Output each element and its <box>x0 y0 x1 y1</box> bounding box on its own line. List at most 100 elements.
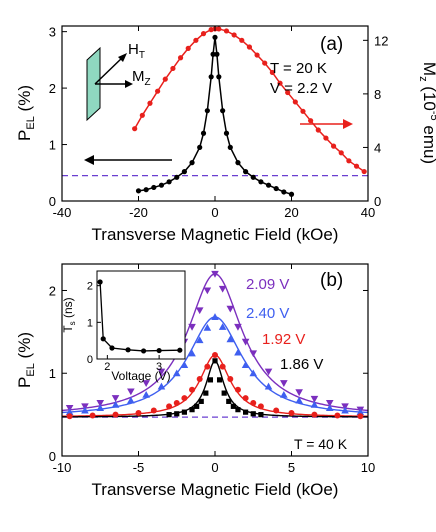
field-arrow <box>94 55 125 85</box>
panel-a-red-point <box>177 55 184 61</box>
inset-y-tick-label: 2 <box>87 281 93 293</box>
panel-a-black-point <box>208 74 214 80</box>
panel-b-point <box>234 323 242 331</box>
panel-b-point <box>226 305 235 313</box>
left-axis-arrow <box>84 155 172 165</box>
inset-line <box>97 279 183 354</box>
panel-a-left-ticks: 0 1 2 3 <box>49 25 67 209</box>
panel-a-black-point <box>265 182 272 188</box>
panel-a-red-point <box>361 168 367 175</box>
panel-a-black-point <box>235 160 241 166</box>
panel-b-x-tick-label: -10 <box>53 460 72 475</box>
legend-label-2-40v: 2.40 V <box>246 305 289 322</box>
panel-b-point <box>356 408 365 416</box>
inset-point <box>140 348 147 354</box>
panel-a-red-point <box>254 52 260 58</box>
panel-b-y-tick-label: 1 <box>49 366 56 381</box>
panel-b-point <box>172 369 181 377</box>
panel-b-point <box>218 285 227 293</box>
panel-b-point <box>273 407 280 414</box>
panel-b-point <box>219 363 226 370</box>
panel-a-x-tick-label: -20 <box>129 205 148 220</box>
inset-x-tick-label: 3 <box>156 361 162 373</box>
panel-b-point <box>127 396 135 404</box>
inset-frame <box>96 270 186 360</box>
panel-b-point <box>241 338 250 346</box>
panel-b-point <box>234 348 242 356</box>
panel-a-x-tick-label: -40 <box>53 205 72 220</box>
panel-a-red-point <box>308 118 314 124</box>
sample-schematic: HT MZ <box>86 41 151 122</box>
panel-a-right-tick-label: 12 <box>374 33 388 48</box>
panel-b-label: (b) <box>320 270 343 291</box>
panel-b-point <box>341 406 349 414</box>
panel-b-point <box>180 361 189 368</box>
panel-a-red-point <box>193 37 199 43</box>
legend-label-1-92v: 1.92 V <box>262 331 305 348</box>
panel-b-point <box>325 400 334 407</box>
panel-a-right-ticks: 0 4 8 12 <box>363 33 388 209</box>
inset-point <box>100 336 106 342</box>
panel-a-black-point <box>151 184 157 191</box>
panel-a-black-point <box>288 191 295 197</box>
panel-b-point <box>195 307 204 315</box>
panel-a-black-point <box>135 188 142 194</box>
panel-a-x-tick-label: 20 <box>284 205 298 220</box>
panel-a-black-point <box>258 179 264 185</box>
legend-label-1-86v: 1.86 V <box>280 356 323 373</box>
panel-b-point <box>250 411 256 417</box>
inset-y-tick-label: 1 <box>87 317 93 329</box>
panel-b-point <box>166 403 173 410</box>
panel-a-right-tick-label: 0 <box>374 194 381 209</box>
panel-a-black-point <box>210 51 216 57</box>
inset-xlabel: Voltage (V) <box>111 369 170 383</box>
panel-b-point <box>295 389 303 397</box>
panel-b-x-tick-label: 10 <box>361 460 375 475</box>
panel-a-ylabel-right: Mz (10-5 emu) <box>417 62 436 164</box>
panel-b-point <box>81 406 89 414</box>
panel-a-black-line <box>138 37 292 195</box>
panel-a-red-point <box>208 27 214 33</box>
panel-b-point <box>226 335 235 343</box>
panel-b-point <box>203 287 212 295</box>
panel-b-point <box>235 407 241 413</box>
panel-a-black-point <box>204 108 210 114</box>
panel-b-point <box>288 409 295 416</box>
panel-b-ylabel: PEL (%) <box>15 332 37 388</box>
panel-b-point <box>207 377 214 383</box>
panel-b-point <box>212 352 218 359</box>
inset-ylabel: Ts (ns) <box>61 297 77 332</box>
panel-b-point <box>195 336 204 344</box>
panel-a-red-point <box>216 26 222 32</box>
panel-a-left-tick-label: 2 <box>49 81 56 96</box>
panel-a-left-tick-label: 0 <box>49 194 56 209</box>
panel-b-point <box>334 412 341 419</box>
panel-a-black-point <box>181 169 187 175</box>
panel-a-red-point <box>262 60 268 66</box>
panel-a-black-point <box>273 185 279 192</box>
panel-b-point <box>311 411 318 418</box>
panel-b-point <box>258 412 264 418</box>
panel-a-red-point <box>346 158 352 164</box>
panel-b-point <box>111 400 120 408</box>
panel-b-temperature: T = 40 K <box>294 436 348 452</box>
panel-a-red-point <box>323 135 329 141</box>
panel-b-point <box>250 400 257 407</box>
panel-a-red-point <box>353 163 360 169</box>
panel-a-black-point <box>216 74 222 80</box>
panel-b-point <box>198 398 204 404</box>
panel-a-red-point <box>155 88 161 94</box>
panel-b-point <box>310 395 319 403</box>
panel-a-black-point <box>166 179 172 185</box>
field-label: HT <box>128 41 145 61</box>
panel-b-point <box>203 390 209 396</box>
panel-a-red-point <box>147 100 153 106</box>
panel-b-point <box>211 270 219 278</box>
panel-b-x-ticks: -10 -5 0 5 10 <box>53 264 375 475</box>
sample-plate <box>86 46 101 122</box>
panel-b-x-tick-label: 0 <box>211 460 218 475</box>
panel-b-x-tick-label: 5 <box>288 460 295 475</box>
panel-a-xlabel: Transverse Magnetic Field (kOe) <box>92 225 339 244</box>
